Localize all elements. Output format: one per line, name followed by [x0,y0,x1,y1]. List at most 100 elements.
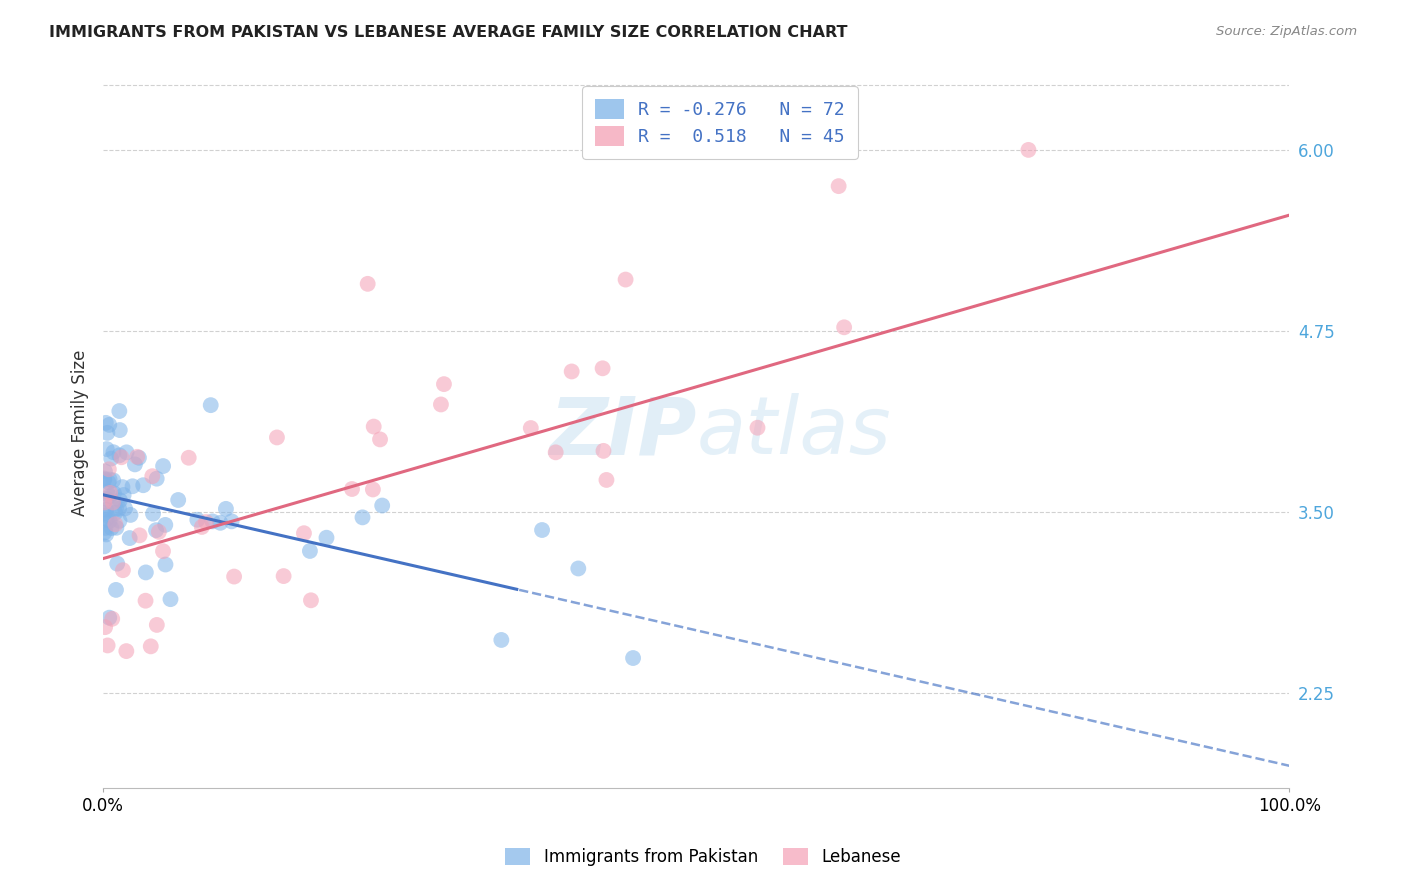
Point [371,499,394,513]
Point [363,419,385,434]
Point [98,486,121,500]
Point [155,517,177,532]
Point [152,458,174,473]
Point [1017,143,1039,157]
Point [120,508,142,522]
Point [266,430,288,444]
Point [340,482,363,496]
Point [224,569,246,583]
Point [592,443,614,458]
Point [621,651,644,665]
Point [93,506,115,520]
Point [520,421,543,435]
Point [93,471,115,485]
Point [827,179,849,194]
Point [315,531,337,545]
Point [152,544,174,558]
Point [105,501,128,516]
Point [97,639,120,653]
Point [98,514,121,528]
Point [108,448,131,462]
Point [94,527,117,541]
Point [96,513,118,527]
Point [96,491,118,506]
Point [94,416,117,430]
Point [97,475,120,490]
Point [112,488,135,502]
Point [98,610,121,624]
Point [96,442,118,456]
Point [135,566,157,580]
Point [128,450,150,465]
Point [595,473,617,487]
Point [105,521,128,535]
Point [108,501,131,516]
Point [430,397,453,411]
Point [110,450,132,465]
Point [215,501,238,516]
Point [135,593,157,607]
Point [592,361,614,376]
Point [98,473,121,487]
Point [97,462,120,476]
Point [93,525,115,540]
Point [98,417,121,432]
Point [368,433,391,447]
Point [561,364,583,378]
Point [103,473,125,487]
Point [433,377,456,392]
Point [114,501,136,516]
Point [195,515,218,529]
Point [96,425,118,440]
Point [614,272,637,286]
Point [108,493,131,508]
Point [132,478,155,492]
Point [747,421,769,435]
Point [145,523,167,537]
Legend: Immigrants from Pakistan, Lebanese: Immigrants from Pakistan, Lebanese [499,841,907,873]
Point [103,445,125,459]
Point [105,557,128,571]
Point [491,632,513,647]
Point [832,320,855,334]
Point [200,398,222,412]
Point [100,521,122,535]
Y-axis label: Average Family Size: Average Family Size [72,350,89,516]
Point [108,423,131,437]
Point [567,561,589,575]
Point [94,464,117,478]
Point [146,618,169,632]
Point [186,513,208,527]
Point [96,508,118,523]
Point [124,458,146,472]
Point [167,493,190,508]
Legend: R = -0.276   N = 72, R =  0.518   N = 45: R = -0.276 N = 72, R = 0.518 N = 45 [582,87,858,159]
Point [299,593,322,607]
Point [111,480,134,494]
Point [115,644,138,658]
Point [352,510,374,524]
Point [104,506,127,520]
Text: ZIP: ZIP [548,393,696,472]
Point [104,582,127,597]
Point [94,503,117,517]
Point [191,520,214,534]
Point [142,507,165,521]
Point [139,640,162,654]
Point [96,484,118,499]
Point [94,620,117,634]
Point [111,563,134,577]
Point [93,540,115,554]
Point [94,521,117,535]
Point [104,517,127,532]
Point [292,526,315,541]
Point [273,569,295,583]
Point [118,531,141,545]
Point [145,472,167,486]
Text: atlas: atlas [696,393,891,472]
Point [93,473,115,487]
Point [221,514,243,528]
Point [108,514,131,528]
Point [544,445,567,459]
Point [128,528,150,542]
